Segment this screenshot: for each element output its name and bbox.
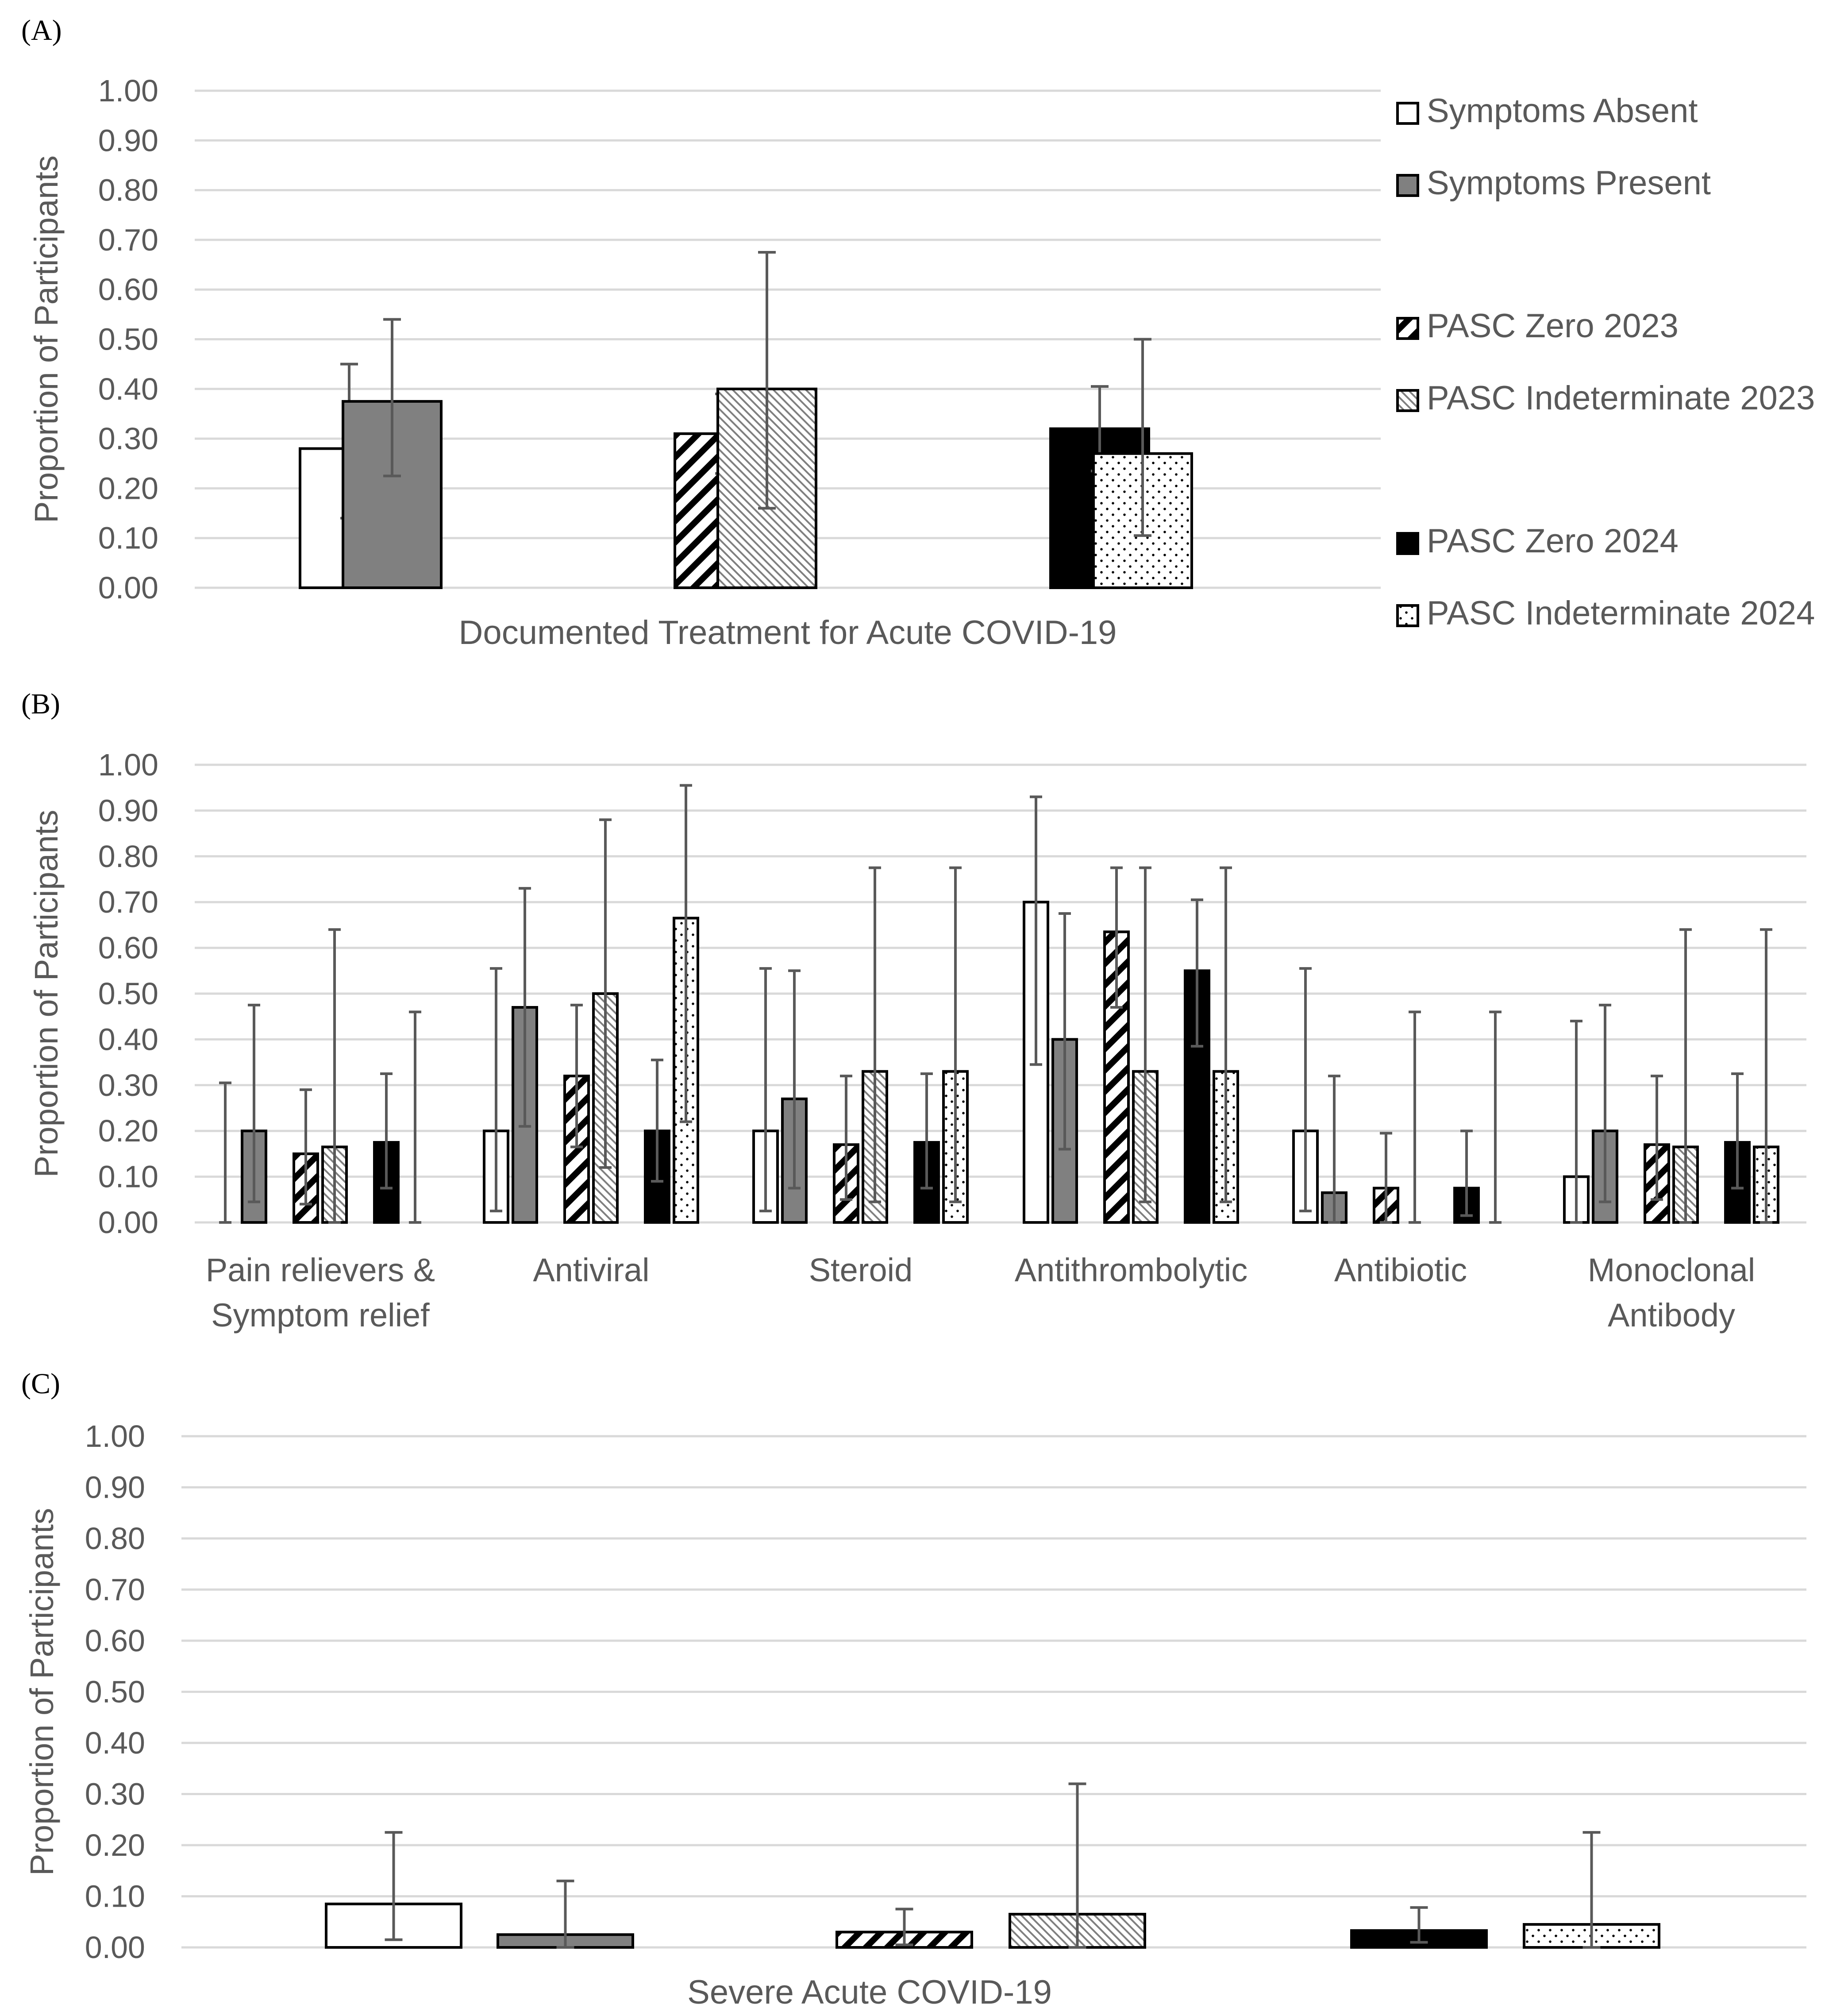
y-tick-label: 0.00 xyxy=(98,570,158,605)
y-tick-label: 1.00 xyxy=(98,73,158,108)
y-tick-label: 0.50 xyxy=(98,322,158,357)
y-tick-label: 0.50 xyxy=(85,1675,145,1709)
x-axis-label: Documented Treatment for Acute COVID-19 xyxy=(459,614,1117,651)
y-tick-label: 0.40 xyxy=(98,372,158,406)
panel-c-label: (C) xyxy=(21,1368,60,1400)
category-label: Monoclonal xyxy=(1588,1252,1755,1288)
y-tick-label: 1.00 xyxy=(85,1419,145,1453)
legend-item-symptoms-absent: Symptoms Absent xyxy=(1396,92,1698,130)
legend-item-pasc-indeterminate-2023: PASC Indeterminate 2023 xyxy=(1396,379,1815,417)
legend-swatch xyxy=(1396,174,1419,197)
legend-label: PASC Zero 2023 xyxy=(1427,307,1679,345)
y-tick-label: 0.20 xyxy=(98,471,158,505)
y-tick-label: 0.60 xyxy=(98,272,158,307)
legend-label: PASC Indeterminate 2024 xyxy=(1427,594,1815,632)
y-tick-label: 0.50 xyxy=(98,976,158,1011)
panel-a-chart: 1.00 0.90 0.80 0.70 0.60 0.50 0.40 0.30 0.20 0.10… xyxy=(28,73,1381,651)
panel-b-label: (B) xyxy=(21,688,60,720)
panel-c-chart: 1.00 0.90 0.80 0.70 0.60 0.50 0.40 0.30 0.20 0.10… xyxy=(23,1419,1806,2011)
legend-swatch xyxy=(1396,102,1419,125)
y-axis-label: Proportion of Participants xyxy=(28,810,65,1178)
y-tick-label: 0.00 xyxy=(85,1930,145,1965)
category-label: Pain relievers & xyxy=(206,1252,435,1288)
legend: Symptoms Absent Symptoms Present PASC Ze… xyxy=(1396,92,1815,632)
panel-b-chart: 1.00 0.90 0.80 0.70 0.60 0.50 0.40 0.30 0.20 0.10… xyxy=(28,748,1806,1334)
legend-swatch xyxy=(1396,532,1419,555)
legend-label: Symptoms Absent xyxy=(1427,92,1698,130)
y-tick-label: 0.90 xyxy=(98,123,158,158)
legend-swatch xyxy=(1396,317,1419,340)
y-tick-label: 0.10 xyxy=(98,521,158,555)
y-tick-label: 0.30 xyxy=(98,1068,158,1102)
y-tick-label: 0.00 xyxy=(98,1205,158,1240)
category-label: Symptom relief xyxy=(211,1297,430,1334)
y-tick-label: 0.80 xyxy=(85,1521,145,1556)
y-tick-label: 0.70 xyxy=(98,885,158,919)
category-label: Antithrombolytic xyxy=(1015,1252,1247,1288)
legend-item-symptoms-present: Symptoms Present xyxy=(1396,164,1711,202)
bars xyxy=(325,1782,1660,1949)
legend-item-pasc-zero-2023: PASC Zero 2023 xyxy=(1396,307,1679,345)
legend-item-pasc-zero-2024: PASC Zero 2024 xyxy=(1396,522,1679,560)
legend-swatch xyxy=(1396,604,1419,627)
y-tick-label: 0.80 xyxy=(98,839,158,874)
y-tick-label: 0.90 xyxy=(85,1470,145,1505)
y-tick-label: 0.30 xyxy=(85,1777,145,1812)
y-tick-label: 0.70 xyxy=(85,1573,145,1607)
y-tick-label: 0.20 xyxy=(85,1828,145,1862)
y-tick-label: 0.70 xyxy=(98,223,158,257)
legend-label: PASC Indeterminate 2023 xyxy=(1427,379,1815,417)
y-tick-label: 0.80 xyxy=(98,173,158,208)
y-tick-label: 1.00 xyxy=(98,748,158,782)
legend-label: Symptoms Present xyxy=(1427,164,1711,202)
y-tick-label: 0.60 xyxy=(98,931,158,965)
legend-label: PASC Zero 2024 xyxy=(1427,522,1679,560)
category-label: Steroid xyxy=(809,1252,912,1288)
y-tick-label: 0.10 xyxy=(85,1879,145,1914)
x-axis-label: Severe Acute COVID-19 xyxy=(687,1974,1052,2011)
y-tick-label: 0.30 xyxy=(98,421,158,456)
y-tick-label: 0.20 xyxy=(98,1114,158,1148)
legend-item-pasc-indeterminate-2024: PASC Indeterminate 2024 xyxy=(1396,594,1815,632)
y-axis-label: Proportion of Participants xyxy=(23,1508,60,1876)
y-tick-label: 0.40 xyxy=(85,1726,145,1760)
y-tick-label: 0.10 xyxy=(98,1160,158,1194)
category-label: Antibody xyxy=(1608,1297,1735,1334)
y-axis-label: Proportion of Participants xyxy=(28,155,65,523)
bars xyxy=(219,784,1779,1224)
bars xyxy=(299,251,1193,590)
legend-swatch xyxy=(1396,389,1419,412)
y-tick-label: 0.60 xyxy=(85,1623,145,1658)
y-tick-label: 0.90 xyxy=(98,793,158,828)
category-label: Antibiotic xyxy=(1334,1252,1467,1288)
category-label: Antiviral xyxy=(533,1252,649,1288)
panel-a-label: (A) xyxy=(21,14,62,46)
y-tick-label: 0.40 xyxy=(98,1022,158,1056)
